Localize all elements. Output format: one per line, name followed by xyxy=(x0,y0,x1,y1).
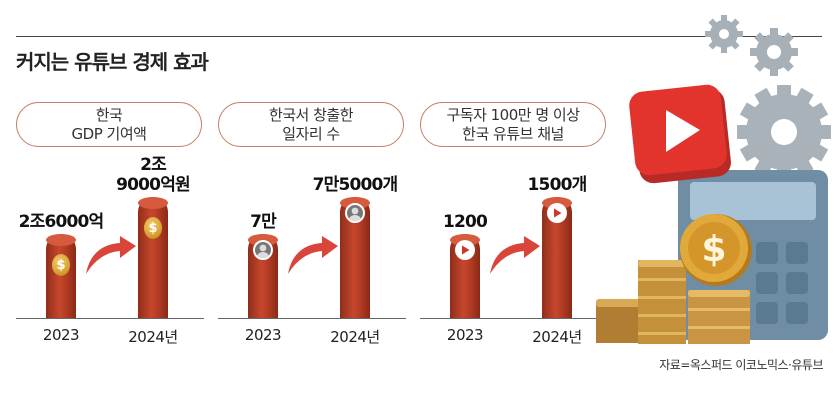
bar-cap xyxy=(138,197,168,209)
play-icon xyxy=(455,240,475,260)
x-tick-label: 2023 xyxy=(446,326,484,344)
youtube-economy-illustration: $ xyxy=(596,15,831,344)
value-label: 7만 xyxy=(250,212,277,232)
x-tick-label: 2024년 xyxy=(330,328,380,346)
x-tick-label: 2024년 xyxy=(128,328,178,346)
bar xyxy=(450,234,480,318)
x-tick-label: 2023 xyxy=(42,326,80,344)
coin-icon: $ xyxy=(52,254,70,276)
value-label: 1500개 xyxy=(527,175,588,195)
chart-title: 한국 GDP 기여액 xyxy=(16,102,202,147)
x-tick-label: 2023 xyxy=(244,326,282,344)
chart-panel: 한국서 창출한 일자리 수 7만 2023 7만5000개 2024년 xyxy=(218,102,406,346)
top-rule xyxy=(16,36,822,37)
axis-baseline xyxy=(16,318,204,319)
growth-arrow-icon xyxy=(288,236,338,274)
bar xyxy=(138,197,168,318)
person-icon xyxy=(345,203,365,223)
growth-arrow-icon xyxy=(86,236,136,274)
gear-icon xyxy=(750,28,798,76)
chart-title: 구독자 100만 명 이상 한국 유튜브 채널 xyxy=(420,102,606,147)
value-label: 1200 xyxy=(442,212,488,232)
youtube-logo-icon xyxy=(629,84,731,184)
dollar-coin-icon: $ xyxy=(680,214,752,286)
person-icon xyxy=(253,240,273,260)
page-title: 커지는 유튜브 경제 효과 xyxy=(16,50,209,74)
chart-title: 한국서 창출한 일자리 수 xyxy=(218,102,404,147)
value-label: 2조6000억 xyxy=(18,212,105,232)
axis-baseline xyxy=(420,318,608,319)
bar-cap xyxy=(46,234,76,246)
gear-icon xyxy=(705,15,743,53)
gear-icon xyxy=(737,85,831,179)
bar xyxy=(46,234,76,318)
value-label: 7만5000개 xyxy=(312,175,399,195)
coin-stack-icon xyxy=(596,260,750,344)
growth-arrow-icon xyxy=(490,236,540,274)
axis-baseline xyxy=(218,318,406,319)
value-label: 2조 9000억원 xyxy=(116,155,191,195)
svg-text:$: $ xyxy=(701,229,726,270)
play-icon xyxy=(547,203,567,223)
source-note: 자료=옥스퍼드 이코노믹스·유튜브 xyxy=(659,358,823,372)
x-tick-label: 2024년 xyxy=(532,328,582,346)
coin-icon: $ xyxy=(144,217,162,239)
chart-panel: 한국 GDP 기여액 $2조6000억 2023 $2조 9000억원 2024년 xyxy=(16,102,204,346)
chart-panel: 구독자 100만 명 이상 한국 유튜브 채널 1200 2023 1500개 2024… xyxy=(420,102,608,346)
